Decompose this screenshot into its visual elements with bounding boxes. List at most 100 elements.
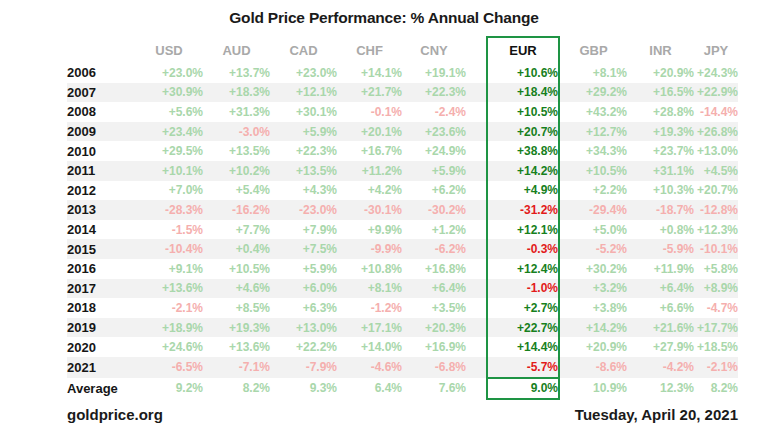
row-label-2006: 2006 bbox=[67, 63, 135, 83]
row-label-2016: 2016 bbox=[67, 259, 135, 279]
cell-2016-cny: +16.8% bbox=[402, 259, 466, 279]
cell-2012-eur: +4.9% bbox=[487, 181, 559, 201]
cell-2012-chf: +4.2% bbox=[337, 181, 402, 201]
cell-2021-chf: -4.6% bbox=[337, 357, 402, 378]
cell-2011-inr: +31.1% bbox=[627, 161, 694, 181]
cell-2019-gbp: +14.2% bbox=[559, 318, 627, 338]
cell-2008-aud: +31.3% bbox=[203, 102, 270, 122]
cell-2020-aud: +13.6% bbox=[203, 337, 270, 357]
cell-2009-jpy: +26.8% bbox=[694, 122, 738, 142]
cell-2011-jpy: +4.5% bbox=[694, 161, 738, 181]
cell-2019-cny: +20.3% bbox=[402, 318, 466, 338]
cell-2008-gbp: +43.2% bbox=[559, 102, 627, 122]
row-label-2010: 2010 bbox=[67, 141, 135, 161]
cell-average-jpy: 8.2% bbox=[694, 378, 738, 400]
cell-2006-aud: +13.7% bbox=[203, 63, 270, 83]
cell-2021-eur: -5.7% bbox=[487, 357, 559, 378]
cell-2017-cny: +6.4% bbox=[402, 279, 466, 299]
cell-2020-cad: +22.2% bbox=[270, 337, 337, 357]
cell-2020-chf: +14.0% bbox=[337, 337, 402, 357]
cell-2017-chf: +8.1% bbox=[337, 279, 402, 299]
cell-2013-usd: -28.3% bbox=[135, 200, 203, 220]
column-spacer bbox=[466, 378, 487, 400]
table-row-2013: 2013-28.3%-16.2%-23.0%-30.1%-30.2%-31.2%… bbox=[67, 200, 738, 220]
cell-2013-inr: -18.7% bbox=[627, 200, 694, 220]
cell-average-chf: 6.4% bbox=[337, 378, 402, 400]
cell-2011-aud: +10.2% bbox=[203, 161, 270, 181]
cell-2010-gbp: +34.3% bbox=[559, 141, 627, 161]
cell-2009-cny: +23.6% bbox=[402, 122, 466, 142]
cell-2012-usd: +7.0% bbox=[135, 181, 203, 201]
table-row-2018: 2018-2.1%+8.5%+6.3%-1.2%+3.5%+2.7%+3.8%+… bbox=[67, 298, 738, 318]
cell-2019-jpy: +17.7% bbox=[694, 318, 738, 338]
cell-2012-cny: +6.2% bbox=[402, 181, 466, 201]
cell-2007-chf: +21.7% bbox=[337, 83, 402, 103]
table-row-2014: 2014-1.5%+7.7%+7.9%+9.9%+1.2%+12.1%+5.0%… bbox=[67, 220, 738, 240]
cell-2014-aud: +7.7% bbox=[203, 220, 270, 240]
cell-2007-gbp: +29.2% bbox=[559, 83, 627, 103]
cell-2020-cny: +16.9% bbox=[402, 337, 466, 357]
column-spacer bbox=[466, 318, 487, 338]
column-header-gbp: GBP bbox=[559, 37, 627, 63]
cell-2009-aud: -3.0% bbox=[203, 122, 270, 142]
page-title: Gold Price Performance: % Annual Change bbox=[0, 9, 768, 27]
cell-2013-gbp: -29.4% bbox=[559, 200, 627, 220]
column-spacer bbox=[466, 161, 487, 181]
cell-2016-gbp: +30.2% bbox=[559, 259, 627, 279]
source-link[interactable]: goldprice.org bbox=[67, 406, 163, 423]
cell-2021-cad: -7.9% bbox=[270, 357, 337, 378]
cell-2018-usd: -2.1% bbox=[135, 298, 203, 318]
cell-2016-aud: +10.5% bbox=[203, 259, 270, 279]
column-spacer bbox=[466, 141, 487, 161]
row-label-2009: 2009 bbox=[67, 122, 135, 142]
cell-2006-cny: +19.1% bbox=[402, 63, 466, 83]
cell-2019-chf: +17.1% bbox=[337, 318, 402, 338]
column-header-eur: EUR bbox=[487, 37, 559, 63]
cell-2007-eur: +18.4% bbox=[487, 83, 559, 103]
cell-2013-cad: -23.0% bbox=[270, 200, 337, 220]
cell-2021-usd: -6.5% bbox=[135, 357, 203, 378]
cell-2007-aud: +18.3% bbox=[203, 83, 270, 103]
cell-2008-chf: -0.1% bbox=[337, 102, 402, 122]
cell-2017-cad: +6.0% bbox=[270, 279, 337, 299]
column-spacer bbox=[466, 37, 487, 63]
cell-2008-cad: +30.1% bbox=[270, 102, 337, 122]
cell-2009-usd: +23.4% bbox=[135, 122, 203, 142]
cell-2017-gbp: +3.2% bbox=[559, 279, 627, 299]
table-row-2019: 2019+18.9%+19.3%+13.0%+17.1%+20.3%+22.7%… bbox=[67, 318, 738, 338]
table-header-row: USDAUDCADCHFCNYEURGBPINRJPY bbox=[67, 37, 738, 63]
cell-2013-eur: -31.2% bbox=[487, 200, 559, 220]
column-header-aud: AUD bbox=[203, 37, 270, 63]
gold-price-performance-page: Gold Price Performance: % Annual Change … bbox=[0, 0, 768, 447]
row-label-2019: 2019 bbox=[67, 318, 135, 338]
table-row-2006: 2006+23.0%+13.7%+23.0%+14.1%+19.1%+10.6%… bbox=[67, 63, 738, 83]
cell-2020-jpy: +18.5% bbox=[694, 337, 738, 357]
row-label-2007: 2007 bbox=[67, 83, 135, 103]
table-row-2008: 2008+5.6%+31.3%+30.1%-0.1%-2.4%+10.5%+43… bbox=[67, 102, 738, 122]
table-row-average: Average9.2%8.2%9.3%6.4%7.6%9.0%10.9%12.3… bbox=[67, 378, 738, 400]
cell-2007-inr: +16.5% bbox=[627, 83, 694, 103]
cell-2006-inr: +20.9% bbox=[627, 63, 694, 83]
cell-2012-cad: +4.3% bbox=[270, 181, 337, 201]
row-label-2021: 2021 bbox=[67, 357, 135, 378]
cell-2021-aud: -7.1% bbox=[203, 357, 270, 378]
column-spacer bbox=[466, 279, 487, 299]
column-spacer bbox=[466, 259, 487, 279]
cell-2019-eur: +22.7% bbox=[487, 318, 559, 338]
column-spacer bbox=[466, 181, 487, 201]
cell-2014-jpy: +12.3% bbox=[694, 220, 738, 240]
cell-2014-cny: +1.2% bbox=[402, 220, 466, 240]
cell-2007-cny: +22.3% bbox=[402, 83, 466, 103]
cell-2014-chf: +9.9% bbox=[337, 220, 402, 240]
row-label-2013: 2013 bbox=[67, 200, 135, 220]
column-spacer bbox=[466, 239, 487, 259]
column-spacer bbox=[466, 220, 487, 240]
cell-2008-inr: +28.8% bbox=[627, 102, 694, 122]
cell-2019-aud: +19.3% bbox=[203, 318, 270, 338]
cell-2016-usd: +9.1% bbox=[135, 259, 203, 279]
cell-2015-cad: +7.5% bbox=[270, 239, 337, 259]
cell-2016-chf: +10.8% bbox=[337, 259, 402, 279]
cell-2015-aud: +0.4% bbox=[203, 239, 270, 259]
column-header-cad: CAD bbox=[270, 37, 337, 63]
cell-average-aud: 8.2% bbox=[203, 378, 270, 400]
